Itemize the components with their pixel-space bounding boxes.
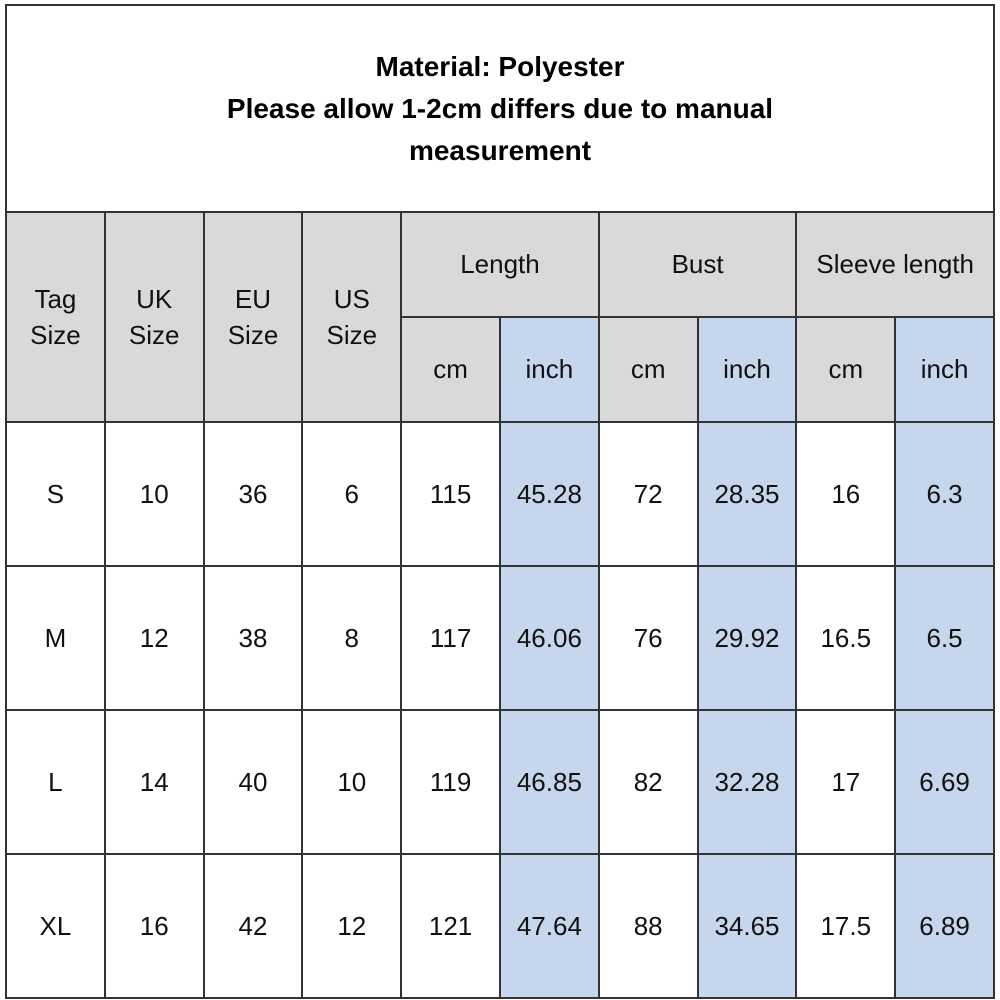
- size-table: Tag Size UK Size EU Size US Size Length Bust S…: [5, 211, 995, 999]
- unit-header: cm: [597, 316, 699, 423]
- cell: 117: [400, 565, 501, 711]
- title-box: Material: Polyester Please allow 1-2cm d…: [5, 4, 995, 211]
- data-row: M 12 38 8 117 46.06 76 29.92 16.5 6.5: [5, 565, 995, 711]
- cell: 121: [400, 853, 501, 999]
- cell: 12: [301, 853, 403, 999]
- cell: 17: [795, 709, 897, 855]
- header-row: Tag Size UK Size EU Size US Size Length Bust S…: [5, 211, 995, 423]
- data-row: XL 16 42 12 121 47.64 88 34.65 17.5 6.89: [5, 853, 995, 999]
- cell: 40: [202, 709, 304, 855]
- cell: 28.35: [696, 421, 798, 567]
- unit-header: inch: [894, 316, 995, 423]
- cell: 14: [103, 709, 205, 855]
- group-header: Sleeve length: [795, 211, 995, 318]
- cell: 6: [301, 421, 403, 567]
- cell: 6.5: [894, 565, 995, 711]
- size-header-text: Tag Size: [30, 284, 81, 350]
- cell: 38: [202, 565, 304, 711]
- cell: 10: [301, 709, 403, 855]
- cell: 76: [597, 565, 699, 711]
- size-header: Tag Size: [5, 211, 106, 423]
- size-header: US Size: [301, 211, 403, 423]
- cell: 72: [597, 421, 699, 567]
- group-header: Length: [400, 211, 600, 318]
- group-header: Bust: [597, 211, 798, 318]
- cell: 119: [400, 709, 501, 855]
- cell: 6.89: [894, 853, 995, 999]
- unit-header: inch: [696, 316, 798, 423]
- cell: 34.65: [696, 853, 798, 999]
- cell: 6.69: [894, 709, 995, 855]
- size-header-text: UK Size: [128, 284, 180, 350]
- unit-row: cm inch cm inch cm inch: [6, 316, 995, 423]
- title: Material: Polyester: [375, 50, 625, 82]
- cell: S: [5, 421, 106, 567]
- data-row: S 10 36 6 115 45.28 72 28.35 16 6.3: [5, 421, 995, 567]
- cell: 29.92: [696, 565, 798, 711]
- cell: 45.28: [498, 421, 600, 567]
- cell: 12: [103, 565, 205, 711]
- cell: 8: [301, 565, 403, 711]
- cell: 6.3: [894, 421, 995, 567]
- cell: L: [5, 709, 106, 855]
- cell: 10: [103, 421, 205, 567]
- cell: 16: [795, 421, 897, 567]
- cell: 47.64: [498, 853, 600, 999]
- cell: XL: [5, 853, 106, 999]
- size-chart: Material: Polyester Please allow 1-2cm d…: [5, 4, 995, 999]
- cell: 115: [400, 421, 501, 567]
- cell: 46.85: [498, 709, 600, 855]
- cell: 16: [103, 853, 205, 999]
- size-header: EU Size: [202, 211, 304, 423]
- cell: 46.06: [498, 565, 600, 711]
- size-header-text: EU Size: [227, 284, 279, 350]
- cell: 88: [597, 853, 699, 999]
- unit-header: cm: [795, 316, 897, 423]
- note: Please allow 1-2cm differs due to manual…: [226, 92, 774, 166]
- size-header: UK Size: [103, 211, 205, 423]
- cell: M: [5, 565, 106, 711]
- data-row: L 14 40 10 119 46.85 82 32.28 17 6.69: [5, 709, 995, 855]
- cell: 82: [597, 709, 699, 855]
- size-header-text: US Size: [326, 284, 378, 350]
- cell: 42: [202, 853, 304, 999]
- cell: 17.5: [795, 853, 897, 999]
- cell: 32.28: [696, 709, 798, 855]
- unit-header: cm: [400, 316, 501, 423]
- unit-header: inch: [498, 316, 600, 423]
- cell: 36: [202, 421, 304, 567]
- cell: 16.5: [795, 565, 897, 711]
